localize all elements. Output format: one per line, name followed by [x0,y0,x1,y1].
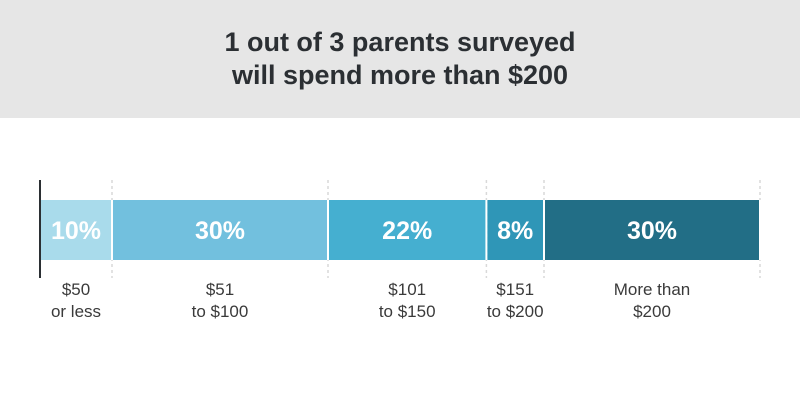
bar-segment [40,200,112,260]
category-label: to $150 [379,302,436,321]
category-label: More than [614,280,691,299]
category-label: to $100 [192,302,249,321]
category-label: $151 [496,280,534,299]
bar-segment [544,200,760,260]
title-banner: 1 out of 3 parents surveyed will spend m… [0,0,800,118]
bar-segment [486,200,544,260]
chart-title-line-2: will spend more than $200 [231,60,569,90]
data-label: 30% [195,217,245,245]
stacked-bar-chart: 10% $50 or less 30% $51 to $100 22% $101 to $150… [39,180,761,321]
data-label: 30% [627,217,677,245]
data-label: 22% [382,217,432,245]
chart-title-line-1: 1 out of 3 parents surveyed [224,27,576,57]
category-label: $50 [62,280,90,299]
bar-segment [328,200,487,260]
data-label: 10% [51,217,101,245]
category-label: $200 [633,302,671,321]
bar-segment [112,200,328,260]
category-label: or less [51,302,101,321]
category-label: $101 [388,280,426,299]
category-label: to $200 [487,302,544,321]
data-label: 8% [497,217,533,245]
category-label: $51 [206,280,234,299]
